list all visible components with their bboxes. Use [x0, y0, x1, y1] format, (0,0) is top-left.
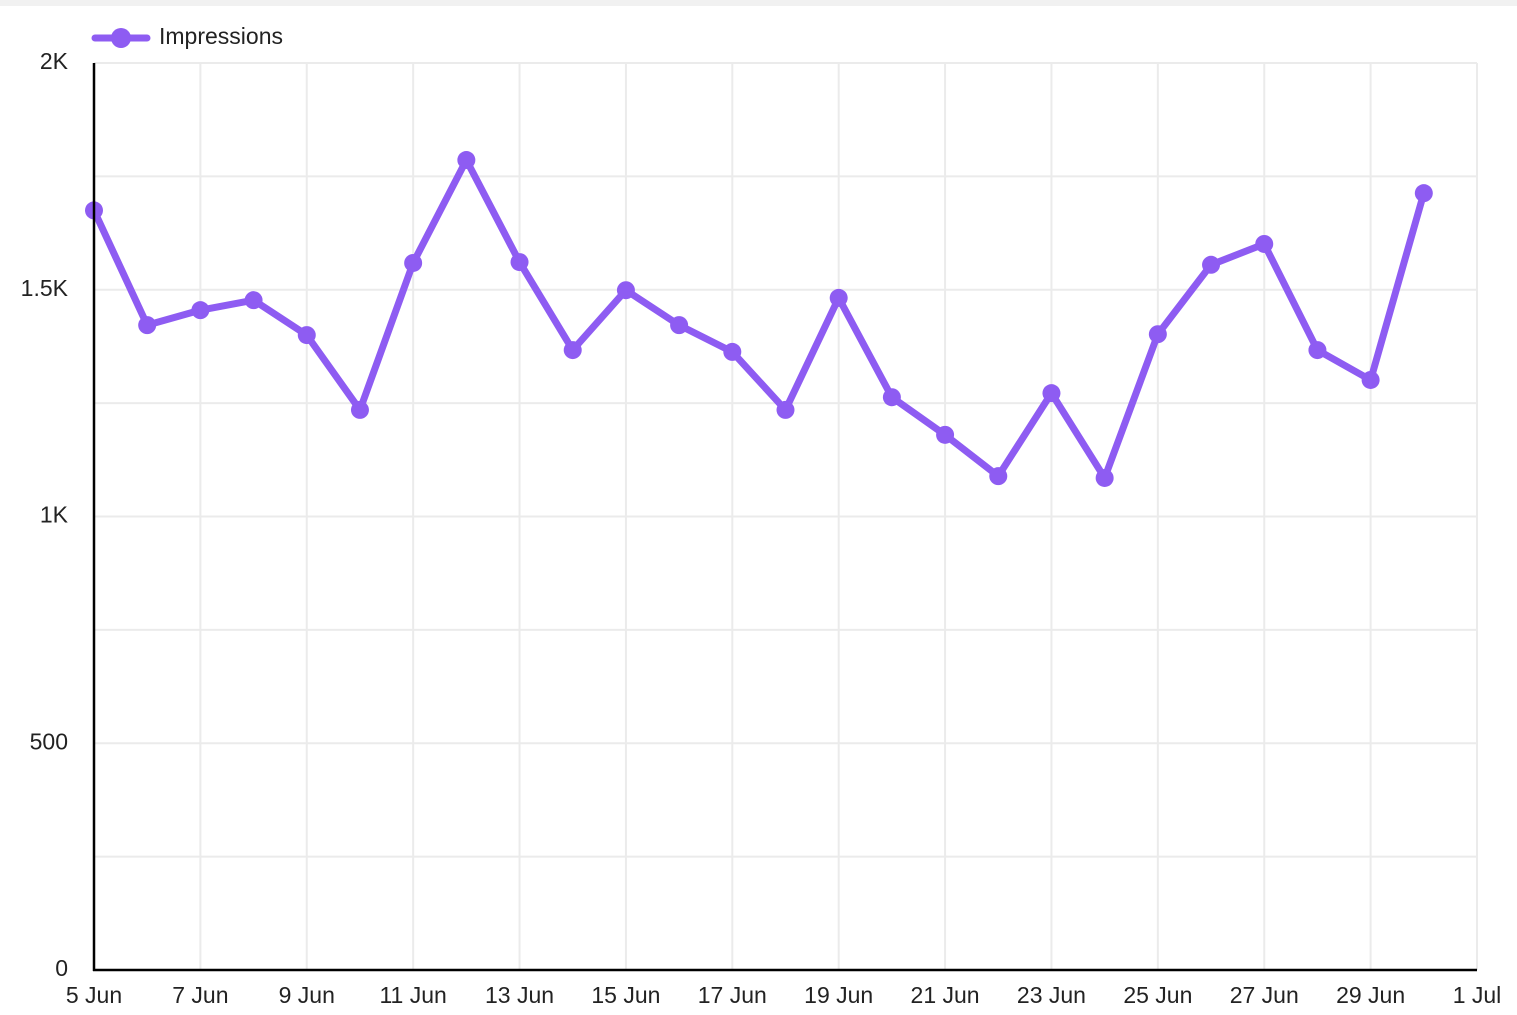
x-tick-label: 19 Jun	[804, 982, 873, 1008]
point	[1095, 468, 1114, 487]
point	[1042, 384, 1061, 403]
point	[1361, 370, 1380, 389]
x-tick-label: 13 Jun	[485, 982, 554, 1008]
y-tick-label: 0	[55, 955, 68, 981]
x-tick-label: 9 Jun	[279, 982, 335, 1008]
point	[1255, 234, 1274, 253]
x-tick-label: 17 Jun	[698, 982, 767, 1008]
point	[776, 400, 795, 419]
point	[1148, 325, 1167, 344]
y-tick-label: 2K	[40, 48, 69, 74]
point	[1414, 184, 1433, 203]
point	[563, 341, 582, 360]
top-strip	[0, 0, 1517, 6]
point	[191, 301, 210, 320]
point	[510, 253, 529, 272]
x-tick-label: 5 Jun	[66, 982, 122, 1008]
x-tick-label: 29 Jun	[1336, 982, 1405, 1008]
point	[723, 342, 742, 361]
point	[138, 316, 157, 335]
y-tick-label: 1.5K	[21, 275, 69, 301]
point	[297, 326, 316, 345]
point	[936, 425, 955, 444]
point	[1202, 255, 1221, 274]
point	[457, 151, 476, 170]
x-tick-label: 23 Jun	[1017, 982, 1086, 1008]
y-tick-label: 500	[30, 728, 68, 754]
x-tick-label: 15 Jun	[591, 982, 660, 1008]
grid	[93, 62, 1478, 971]
legend-label: Impressions	[159, 23, 283, 49]
line	[90, 156, 1428, 482]
legend-dot	[111, 28, 131, 48]
point	[616, 281, 635, 300]
point	[670, 316, 689, 335]
x-tick-label: 25 Jun	[1123, 982, 1192, 1008]
point	[404, 253, 423, 272]
x-tick-label: 7 Jun	[172, 982, 228, 1008]
point	[244, 291, 263, 310]
point	[1308, 341, 1327, 360]
x-tick-label: 1 Jul	[1453, 982, 1502, 1008]
x-tick-label: 27 Jun	[1230, 982, 1299, 1008]
plot	[85, 151, 1433, 487]
x-tick-label: 11 Jun	[379, 982, 446, 1008]
y-tick-label: 1K	[40, 502, 69, 528]
x-tick-label: 21 Jun	[911, 982, 980, 1008]
point	[350, 400, 369, 419]
point	[829, 288, 848, 307]
point	[882, 388, 901, 407]
point	[989, 467, 1008, 486]
